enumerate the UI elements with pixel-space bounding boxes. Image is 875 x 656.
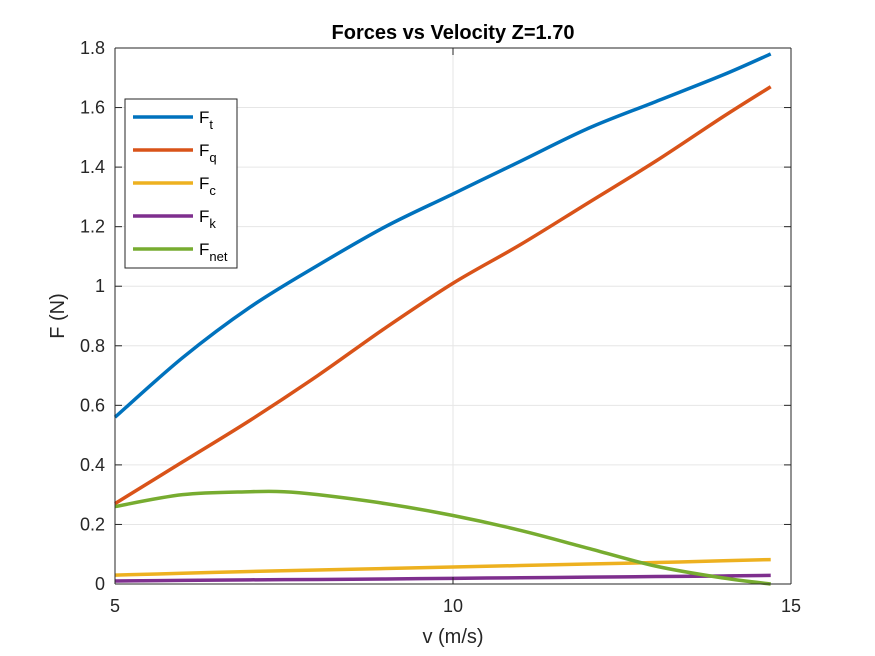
legend-label-base: F xyxy=(199,174,209,193)
legend-label-base: F xyxy=(199,207,209,226)
series-line-f-c xyxy=(114,557,771,577)
x-tick-label: 15 xyxy=(781,596,801,616)
series-line-f-net xyxy=(114,489,771,586)
y-tick-label: 0.4 xyxy=(80,455,105,475)
legend-label-base: F xyxy=(199,240,209,259)
legend-label: Ft xyxy=(199,108,213,132)
y-tick-label: 1.6 xyxy=(80,98,105,118)
y-tick-label: 1.8 xyxy=(80,38,105,58)
legend-label-subscript: net xyxy=(209,249,227,264)
y-tick-label: 0 xyxy=(95,574,105,594)
legend-label: Fc xyxy=(199,174,216,198)
legend-label-subscript: q xyxy=(209,150,216,165)
y-axis-title: F (N) xyxy=(47,293,69,339)
series-line-f-q xyxy=(114,85,772,506)
legend-label-subscript: t xyxy=(209,117,213,132)
y-tick-label: 1.4 xyxy=(80,157,105,177)
y-tick-label: 0.6 xyxy=(80,395,105,415)
x-tick-label: 10 xyxy=(443,596,463,616)
legend-label-base: F xyxy=(199,108,209,127)
legend-label-base: F xyxy=(199,141,209,160)
series-layer xyxy=(113,52,772,586)
legend-label: Fnet xyxy=(199,240,228,264)
y-tick-label: 1.2 xyxy=(80,217,105,237)
legend-label-subscript: c xyxy=(209,183,216,198)
ticks-layer: 5 10 15 0 0.2 0.4 0.6 0.8 1 1.2 1.4 1.6 1.8 xyxy=(80,38,801,616)
x-axis-title: v (m/s) xyxy=(422,626,483,648)
legend-label: Fq xyxy=(199,141,217,165)
series-line-f-t xyxy=(113,52,772,419)
y-tick-label: 1 xyxy=(95,276,105,296)
legend-label: Fk xyxy=(199,207,216,231)
chart-title: Forces vs Velocity Z=1.70 xyxy=(332,22,575,44)
y-tick-label: 0.8 xyxy=(80,336,105,356)
y-tick-label: 0.2 xyxy=(80,514,105,534)
x-tick-label: 5 xyxy=(110,596,120,616)
legend-label-subscript: k xyxy=(209,216,216,231)
